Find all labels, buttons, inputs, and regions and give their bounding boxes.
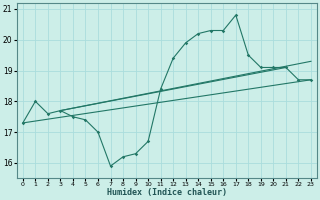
X-axis label: Humidex (Indice chaleur): Humidex (Indice chaleur)	[107, 188, 227, 197]
